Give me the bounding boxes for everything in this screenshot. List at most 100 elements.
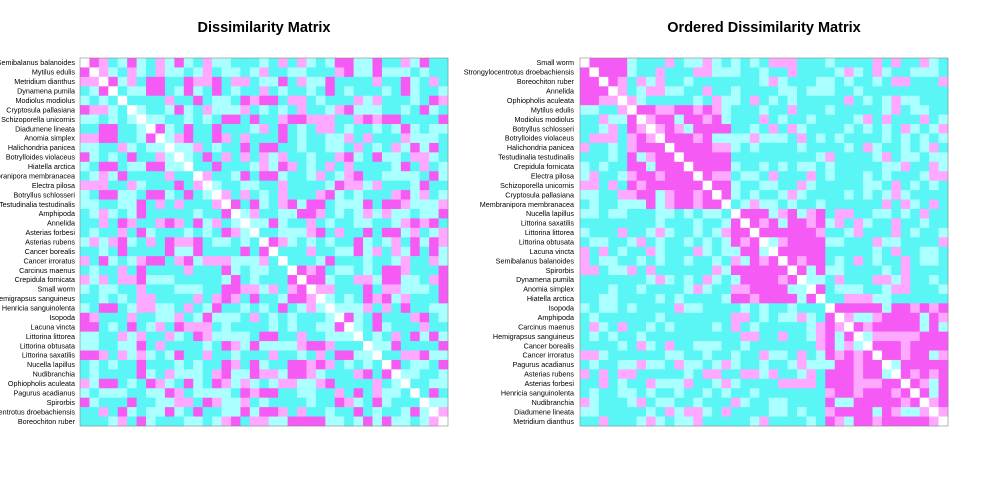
heatmap-cell bbox=[702, 350, 713, 361]
heatmap-cell bbox=[164, 397, 175, 408]
heatmap-cell bbox=[655, 227, 666, 238]
heatmap-cell bbox=[287, 350, 298, 361]
heatmap-cell bbox=[617, 359, 628, 370]
heatmap-cell bbox=[372, 350, 383, 361]
heatmap-cell bbox=[240, 152, 251, 163]
heatmap-cell bbox=[240, 256, 251, 266]
heatmap-cell bbox=[221, 312, 232, 323]
heatmap-cell bbox=[334, 133, 345, 144]
heatmap-cell bbox=[80, 359, 90, 370]
heatmap-cell bbox=[136, 265, 147, 276]
heatmap-cell bbox=[315, 331, 326, 342]
heatmap-cell bbox=[419, 171, 430, 181]
heatmap-cell bbox=[702, 312, 713, 323]
heatmap-cell bbox=[268, 237, 279, 248]
heatmap-cell bbox=[363, 171, 373, 181]
heatmap-cell bbox=[315, 407, 326, 417]
heatmap-cell bbox=[80, 142, 90, 153]
heatmap-cell bbox=[221, 171, 232, 181]
heatmap-cell bbox=[202, 407, 213, 417]
heatmap-cell bbox=[844, 341, 854, 351]
heatmap-cell bbox=[674, 76, 685, 87]
row-label: Botryllus schlosseri bbox=[13, 190, 75, 199]
heatmap-cell bbox=[212, 133, 222, 144]
heatmap-cell bbox=[98, 293, 109, 304]
heatmap-cell bbox=[683, 208, 694, 219]
heatmap-cell bbox=[278, 161, 288, 172]
heatmap-cell bbox=[797, 67, 807, 78]
heatmap-cell bbox=[853, 218, 864, 229]
heatmap-cell bbox=[778, 369, 788, 380]
heatmap-cell bbox=[117, 76, 128, 87]
heatmap-cell bbox=[240, 322, 251, 332]
heatmap-cell bbox=[410, 303, 420, 314]
heatmap-cell bbox=[98, 265, 109, 276]
heatmap-cell bbox=[834, 331, 845, 342]
heatmap-cell bbox=[381, 303, 392, 314]
heatmap-cell bbox=[608, 114, 619, 125]
heatmap-cell bbox=[778, 227, 788, 238]
heatmap-cell bbox=[127, 388, 137, 398]
heatmap-cell bbox=[834, 303, 845, 314]
heatmap-cell bbox=[797, 133, 807, 144]
heatmap-cell bbox=[929, 67, 939, 78]
heatmap-cell bbox=[589, 227, 600, 238]
heatmap-cell bbox=[419, 227, 430, 238]
heatmap-cell bbox=[636, 152, 647, 163]
heatmap-cell bbox=[268, 180, 279, 191]
heatmap-cell bbox=[683, 265, 694, 276]
heatmap-cell bbox=[287, 303, 298, 314]
heatmap-cell bbox=[797, 218, 807, 229]
heatmap-cell bbox=[825, 133, 836, 144]
heatmap-cell bbox=[655, 190, 666, 200]
heatmap-cell bbox=[853, 208, 864, 219]
heatmap-cell bbox=[655, 142, 666, 153]
heatmap-cell bbox=[787, 171, 798, 181]
heatmap-cell bbox=[683, 341, 694, 351]
heatmap-cell bbox=[372, 331, 383, 342]
heatmap-cell bbox=[117, 350, 128, 361]
heatmap-cell bbox=[249, 114, 260, 125]
heatmap-cell bbox=[221, 388, 232, 398]
heatmap-cell bbox=[353, 275, 364, 285]
heatmap-cell bbox=[117, 133, 128, 144]
heatmap-cell bbox=[164, 199, 175, 210]
heatmap-cell bbox=[712, 124, 722, 134]
heatmap-cell bbox=[108, 124, 119, 134]
heatmap-cell bbox=[240, 67, 251, 78]
heatmap-cell bbox=[240, 416, 251, 427]
heatmap-cell bbox=[693, 397, 703, 408]
heatmap-cell bbox=[693, 407, 703, 417]
heatmap-cell bbox=[306, 284, 317, 295]
heatmap-cell bbox=[212, 265, 222, 276]
heatmap-cell bbox=[768, 208, 779, 219]
row-label: Membranipora membranacea bbox=[0, 171, 75, 180]
heatmap-cell bbox=[297, 256, 307, 266]
heatmap-cell bbox=[400, 237, 411, 248]
heatmap-cell bbox=[881, 67, 892, 78]
heatmap-cell bbox=[221, 58, 232, 68]
heatmap-cell bbox=[730, 95, 741, 106]
heatmap-cell bbox=[334, 124, 345, 134]
heatmap-cell bbox=[664, 350, 675, 361]
heatmap-cell bbox=[589, 293, 600, 304]
row-label: Halichondria panicea bbox=[507, 143, 574, 152]
heatmap-cell bbox=[617, 133, 628, 144]
heatmap-cell bbox=[674, 246, 685, 257]
heatmap-cell bbox=[155, 180, 166, 191]
heatmap-cell bbox=[608, 180, 619, 191]
heatmap-cell bbox=[872, 105, 883, 115]
heatmap-cell bbox=[146, 152, 156, 163]
heatmap-cell bbox=[598, 388, 609, 398]
heatmap-cell bbox=[589, 105, 600, 115]
heatmap-cell bbox=[183, 378, 194, 389]
heatmap-cell bbox=[702, 284, 713, 295]
heatmap-cell bbox=[740, 237, 751, 248]
heatmap-cell bbox=[825, 124, 836, 134]
heatmap-cell bbox=[806, 350, 817, 361]
heatmap-cell bbox=[80, 293, 90, 304]
heatmap-cell bbox=[410, 95, 420, 106]
heatmap-cell bbox=[334, 180, 345, 191]
heatmap-cell bbox=[598, 152, 609, 163]
heatmap-cell bbox=[127, 378, 137, 389]
